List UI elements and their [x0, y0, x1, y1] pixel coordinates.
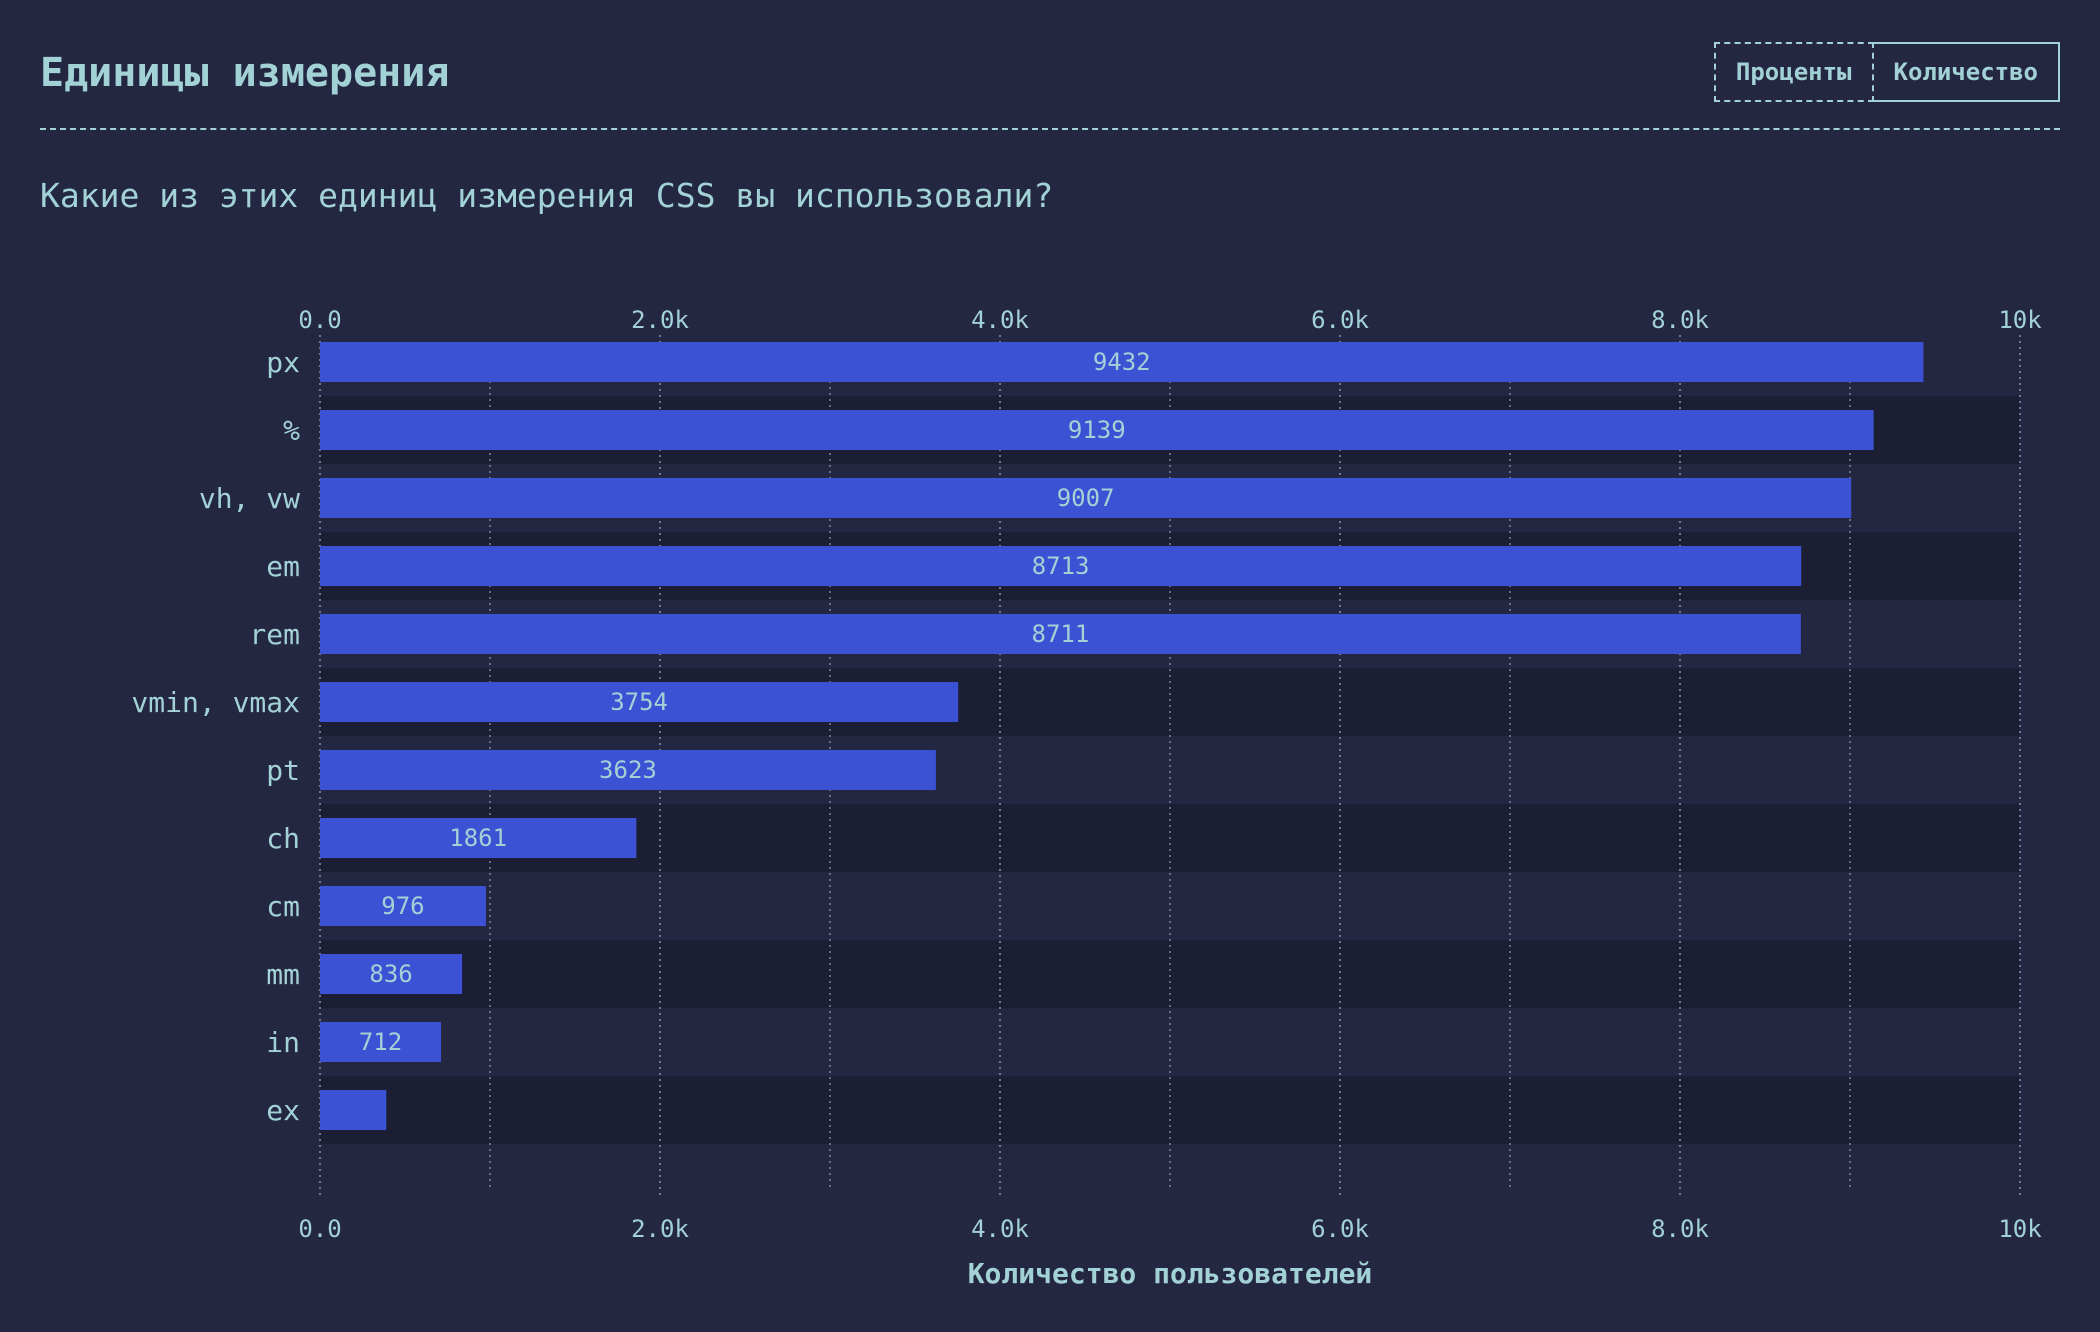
category-label: px	[266, 346, 300, 379]
category-label: %	[283, 414, 300, 447]
bar[interactable]	[320, 1022, 442, 1062]
header: Единицы измерения Проценты Количество	[40, 40, 2060, 130]
bar[interactable]	[320, 614, 1801, 654]
bar-value-label: 9007	[1057, 484, 1115, 512]
category-label: rem	[249, 618, 300, 651]
bar-value-label: 836	[369, 960, 412, 988]
bar[interactable]	[320, 750, 936, 790]
category-label: vmin, vmax	[131, 686, 300, 719]
units-toggle: Проценты Количество	[1713, 42, 2060, 102]
bar-value-label: 9139	[1068, 416, 1126, 444]
count-toggle-button[interactable]: Количество	[1873, 42, 2060, 102]
x-tick-label-bottom: 4.0k	[971, 1215, 1029, 1243]
page-title: Единицы измерения	[40, 50, 450, 96]
bar-value-label: 8713	[1032, 552, 1090, 580]
bar[interactable]	[320, 886, 486, 926]
row-band	[320, 940, 2020, 1008]
category-label: in	[266, 1026, 300, 1059]
bar-value-label: 976	[381, 892, 424, 920]
bar[interactable]	[320, 682, 959, 722]
x-tick-label-top: 4.0k	[971, 306, 1029, 334]
x-axis-title: Количество пользователей	[968, 1257, 1373, 1290]
x-tick-label-bottom: 10k	[1998, 1215, 2042, 1243]
bar[interactable]	[320, 954, 463, 994]
x-tick-label-bottom: 8.0k	[1651, 1215, 1709, 1243]
percent-toggle-button[interactable]: Проценты	[1713, 42, 1874, 102]
category-label: vh, vw	[199, 482, 300, 515]
x-tick-label-bottom: 0.0	[298, 1215, 341, 1243]
row-band	[320, 1076, 2020, 1144]
x-tick-label-bottom: 2.0k	[631, 1215, 689, 1243]
bar[interactable]	[320, 478, 1852, 518]
category-label: cm	[266, 890, 300, 923]
x-tick-label-top: 2.0k	[631, 306, 689, 334]
bar[interactable]	[320, 410, 1874, 450]
bar-value-label: 9432	[1093, 348, 1151, 376]
category-label: ch	[266, 822, 300, 855]
x-tick-label-top: 10k	[1998, 306, 2042, 334]
category-label: mm	[266, 958, 300, 991]
category-label: pt	[266, 754, 300, 787]
x-tick-label-top: 6.0k	[1311, 306, 1369, 334]
bar-value-label: 3754	[610, 688, 668, 716]
category-label: ex	[266, 1094, 300, 1127]
bar-value-label: 8711	[1032, 620, 1090, 648]
bar-value-label: 712	[359, 1028, 402, 1056]
question-text: Какие из этих единиц измерения CSS вы ис…	[40, 176, 1054, 215]
bar-value-label: 3623	[599, 756, 657, 784]
x-tick-label-bottom: 6.0k	[1311, 1215, 1369, 1243]
x-tick-label-top: 0.0	[298, 306, 341, 334]
bar[interactable]	[320, 342, 1924, 382]
bar[interactable]	[320, 546, 1802, 586]
x-tick-label-top: 8.0k	[1651, 306, 1709, 334]
bar[interactable]	[320, 818, 637, 858]
bar-value-label: 1861	[449, 824, 507, 852]
category-label: em	[266, 550, 300, 583]
bar[interactable]	[320, 1090, 387, 1130]
